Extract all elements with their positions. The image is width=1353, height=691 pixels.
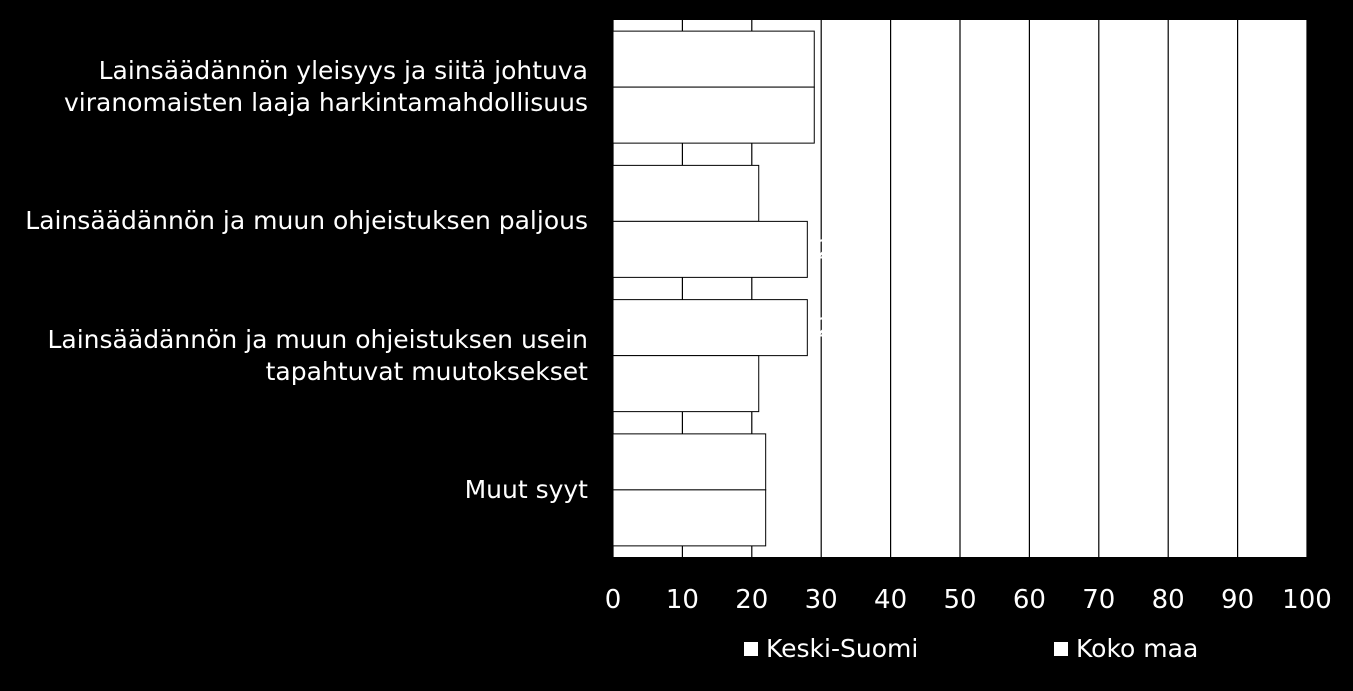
x-tick-label: 70 <box>1082 585 1115 615</box>
x-tick-label: 100 <box>1282 585 1332 615</box>
bar-keski-suomi <box>612 433 767 491</box>
bars <box>612 30 815 547</box>
bar-koko-maa <box>612 489 767 547</box>
bar-keski-suomi <box>612 30 815 88</box>
x-tick-label: 80 <box>1152 585 1185 615</box>
x-axis-ticks: 0 10 20 30 40 50 60 70 80 90 100 <box>605 585 1332 615</box>
x-tick-label: 30 <box>805 585 838 615</box>
x-tick-label: 40 <box>874 585 907 615</box>
value-label: 29 <box>822 101 855 131</box>
legend-item-keski-suomi: Keski-Suomi <box>744 634 918 663</box>
legend-swatch <box>744 641 758 656</box>
x-tick-label: 10 <box>666 585 699 615</box>
value-label: 21 <box>767 370 800 400</box>
legend-label: Koko maa <box>1076 634 1199 663</box>
x-tick-label: 90 <box>1221 585 1254 615</box>
category-label: Muut syyt <box>464 474 588 504</box>
value-label: 29 <box>822 45 855 75</box>
bar-keski-suomi <box>612 299 808 357</box>
value-labels: 29 29 21 28 28 21 22 22 <box>767 45 856 534</box>
value-label: 28 <box>815 314 848 344</box>
bar-keski-suomi <box>612 164 760 222</box>
x-tick-label: 0 <box>605 585 622 615</box>
legend-label: Keski-Suomi <box>766 634 919 663</box>
value-label: 22 <box>774 504 807 534</box>
category-label: Lainsäädännön yleisyys ja siitä johtuva … <box>64 56 588 118</box>
legend-item-koko-maa: Koko maa <box>1054 634 1198 663</box>
x-tick-label: 50 <box>943 585 976 615</box>
value-label: 21 <box>767 179 800 209</box>
bar-koko-maa <box>612 86 815 144</box>
bar-koko-maa <box>612 355 760 413</box>
x-tick-label: 20 <box>735 585 768 615</box>
value-label: 28 <box>815 235 848 265</box>
x-tick-label: 60 <box>1013 585 1046 615</box>
category-label: Lainsäädännön ja muun ohjeistuksen paljo… <box>25 206 588 236</box>
legend-swatch <box>1054 641 1068 656</box>
category-label: Lainsäädännön ja muun ohjeistuksen usein… <box>47 324 588 386</box>
bar-koko-maa <box>612 220 808 278</box>
value-label: 22 <box>774 448 807 478</box>
